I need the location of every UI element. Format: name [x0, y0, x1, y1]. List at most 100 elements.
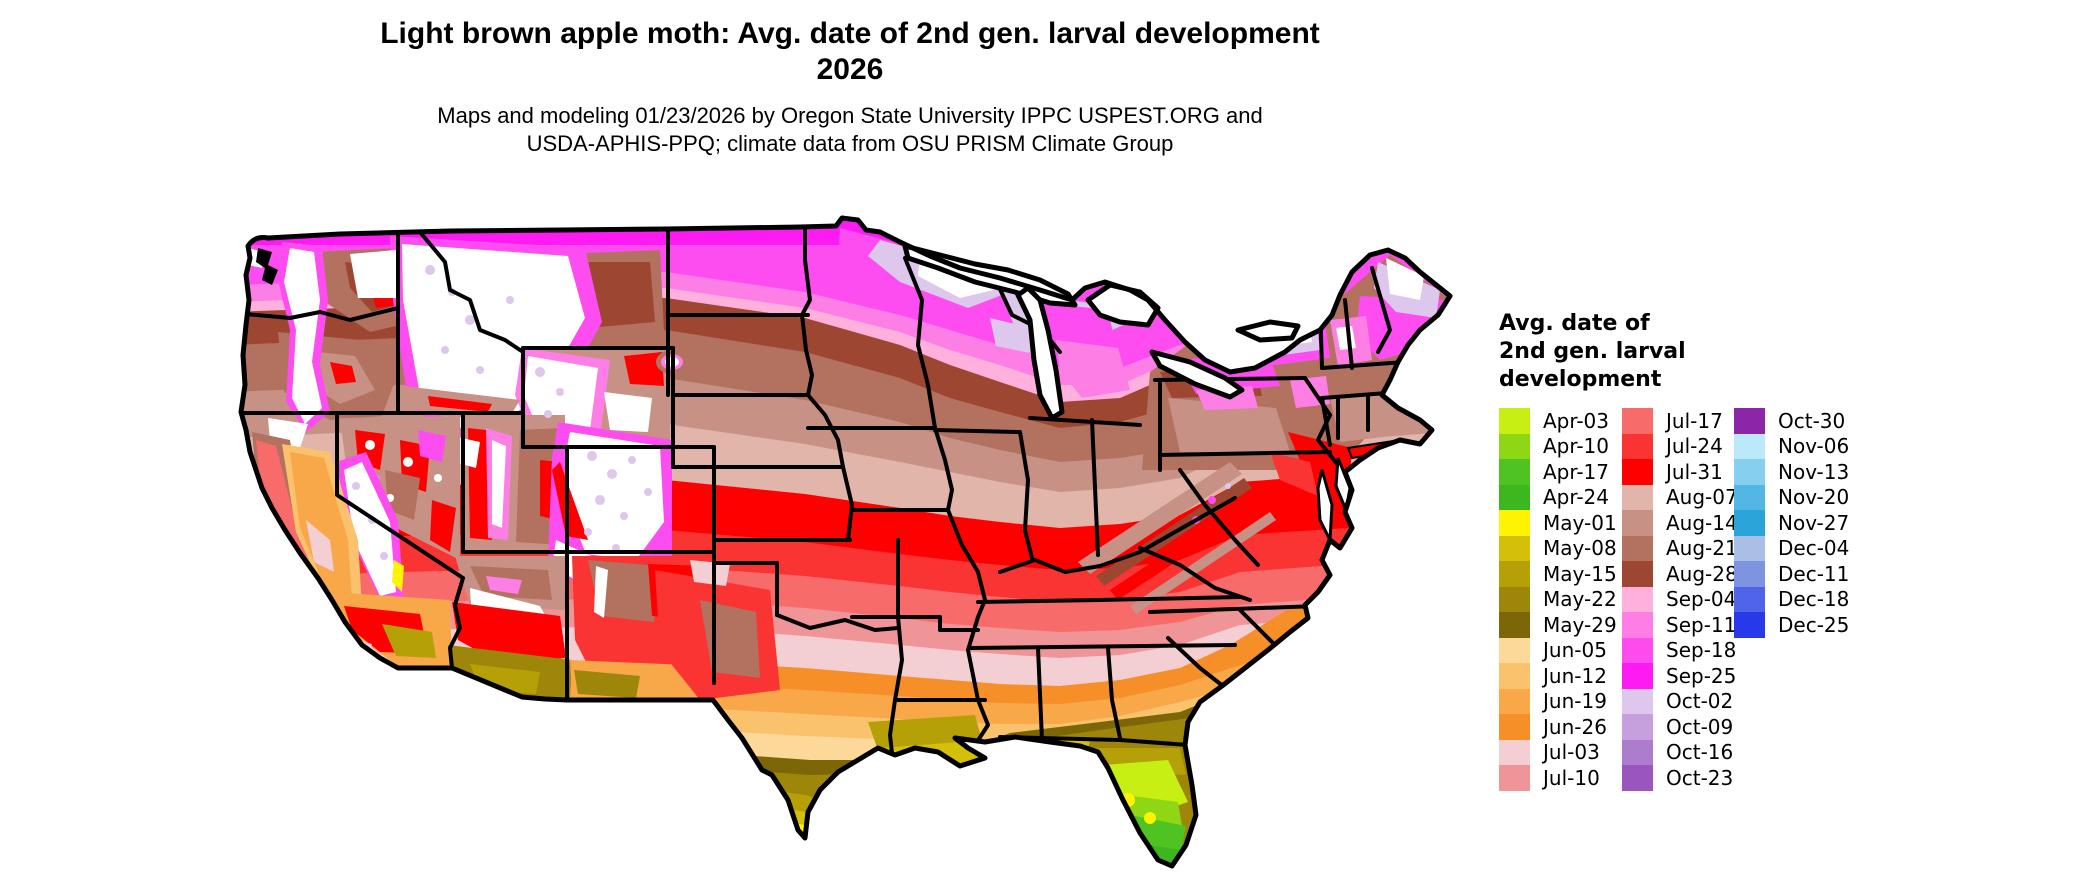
- legend-swatch: [1622, 663, 1653, 689]
- legend-label: Nov-27: [1778, 510, 1850, 535]
- legend-entry: Oct-02: [1622, 688, 1734, 714]
- subtitle-line-2: USDA-APHIS-PPQ; climate data from OSU PR…: [526, 131, 1174, 156]
- legend-label: Apr-17: [1543, 459, 1609, 484]
- legend-swatch: [1622, 612, 1653, 638]
- puget-sound: [256, 248, 278, 285]
- legend-label: Sep-18: [1666, 638, 1737, 663]
- legend-swatch: [1499, 612, 1530, 638]
- legend-label: Apr-03: [1543, 408, 1609, 433]
- legend-swatch: [1734, 408, 1765, 434]
- legend-column: Jul-17 Jul-24 Jul-31 Aug-07 Aug-14 Aug-21 Aug-…: [1622, 408, 1738, 791]
- legend-entry: Aug-07: [1622, 484, 1738, 510]
- legend-entry: Apr-24: [1499, 484, 1622, 510]
- legend: Avg. date of 2nd gen. larval development…: [1499, 310, 1939, 791]
- legend-label: Oct-16: [1666, 740, 1734, 765]
- legend-label: Oct-30: [1778, 408, 1846, 433]
- legend-entry: Oct-09: [1622, 714, 1734, 740]
- legend-label: May-29: [1543, 612, 1617, 637]
- legend-entry: Apr-10: [1499, 433, 1622, 459]
- legend-swatch: [1622, 765, 1653, 791]
- legend-swatch: [1734, 484, 1765, 510]
- legend-label: Jun-12: [1543, 663, 1607, 688]
- legend-swatch: [1499, 535, 1530, 561]
- legend-entry: Sep-04: [1622, 586, 1737, 612]
- legend-entry: Jul-31: [1622, 459, 1734, 485]
- legend-label: Oct-23: [1666, 765, 1734, 790]
- legend-label: Sep-11: [1666, 612, 1737, 637]
- legend-swatch: [1499, 637, 1530, 663]
- legend-label: Jul-24: [1666, 434, 1723, 459]
- legend-entry: Sep-18: [1622, 637, 1737, 663]
- legend-entry: Dec-11: [1734, 561, 1849, 587]
- legend-swatch: [1622, 561, 1653, 587]
- legend-swatch: [1499, 433, 1530, 459]
- legend-entry: Jun-12: [1499, 663, 1622, 689]
- legend-swatch: [1622, 459, 1653, 485]
- legend-swatch: [1734, 510, 1765, 536]
- legend-swatch: [1622, 637, 1653, 663]
- legend-entry: Apr-17: [1499, 459, 1622, 485]
- legend-entry: Jul-03: [1499, 739, 1622, 765]
- legend-swatch: [1734, 612, 1765, 638]
- legend-label: Oct-09: [1666, 714, 1734, 739]
- legend-title-line-2: 2nd gen. larval: [1499, 339, 1686, 364]
- legend-swatch: [1622, 739, 1653, 765]
- legend-swatch: [1499, 586, 1530, 612]
- legend-entry: Jul-17: [1622, 408, 1734, 434]
- legend-swatch: [1622, 510, 1653, 536]
- legend-entry: Aug-21: [1622, 535, 1738, 561]
- legend-label: Dec-04: [1778, 536, 1850, 561]
- legend-swatch: [1622, 535, 1653, 561]
- legend-swatch: [1499, 765, 1530, 791]
- legend-entry: Nov-20: [1734, 484, 1850, 510]
- legend-entry: Jun-05: [1499, 637, 1622, 663]
- legend-entry: Apr-03: [1499, 408, 1622, 434]
- subtitle-line-1: Maps and modeling 01/23/2026 by Oregon S…: [437, 103, 1263, 128]
- legend-swatch: [1499, 688, 1530, 714]
- legend-label: May-15: [1543, 561, 1617, 586]
- legend-label: Sep-04: [1666, 587, 1737, 612]
- legend-swatch: [1622, 433, 1653, 459]
- legend-swatch: [1499, 459, 1530, 485]
- legend-label: Oct-02: [1666, 689, 1734, 714]
- legend-swatch: [1499, 510, 1530, 536]
- legend-swatch: [1734, 459, 1765, 485]
- legend-entry: Aug-28: [1622, 561, 1738, 587]
- legend-label: Aug-21: [1666, 536, 1738, 561]
- legend-label: May-08: [1543, 536, 1617, 561]
- legend-entry: May-08: [1499, 535, 1622, 561]
- legend-label: Dec-25: [1778, 612, 1850, 637]
- legend-label: May-01: [1543, 510, 1617, 535]
- legend-swatch: [1734, 586, 1765, 612]
- title-line-2: 2026: [816, 53, 884, 86]
- legend-swatch: [1499, 408, 1530, 434]
- legend-entry: May-29: [1499, 612, 1622, 638]
- map-fill-layers: [241, 218, 1450, 866]
- legend-entry: Aug-14: [1622, 510, 1738, 536]
- legend-swatch: [1622, 484, 1653, 510]
- legend-title-line-1: Avg. date of: [1499, 311, 1650, 336]
- legend-label: Jul-17: [1666, 408, 1723, 433]
- legend-label: Dec-18: [1778, 587, 1850, 612]
- legend-entry: Sep-11: [1622, 612, 1737, 638]
- legend-entry: Jul-10: [1499, 765, 1622, 791]
- legend-label: Jul-03: [1543, 740, 1600, 765]
- legend-columns: Apr-03 Apr-10 Apr-17 Apr-24 May-01 May-08 May-…: [1499, 408, 1939, 791]
- legend-entry: Nov-13: [1734, 459, 1849, 485]
- lavender-speckles: [352, 265, 652, 560]
- title-line-1: Light brown apple moth: Avg. date of 2nd…: [380, 17, 1320, 50]
- legend-label: Jun-19: [1543, 689, 1607, 714]
- legend-label: Aug-14: [1666, 510, 1738, 535]
- legend-label: Nov-20: [1778, 485, 1850, 510]
- legend-entry: May-01: [1499, 510, 1622, 536]
- legend-entry: Dec-04: [1734, 535, 1850, 561]
- legend-entry: Sep-25: [1622, 663, 1736, 689]
- legend-entry: Dec-25: [1734, 612, 1849, 638]
- page-title: Light brown apple moth: Avg. date of 2nd…: [0, 16, 1700, 88]
- legend-label: Aug-07: [1666, 485, 1738, 510]
- legend-entry: Nov-06: [1734, 433, 1849, 459]
- legend-swatch: [1499, 561, 1530, 587]
- legend-entry: May-15: [1499, 561, 1622, 587]
- legend-swatch: [1734, 535, 1765, 561]
